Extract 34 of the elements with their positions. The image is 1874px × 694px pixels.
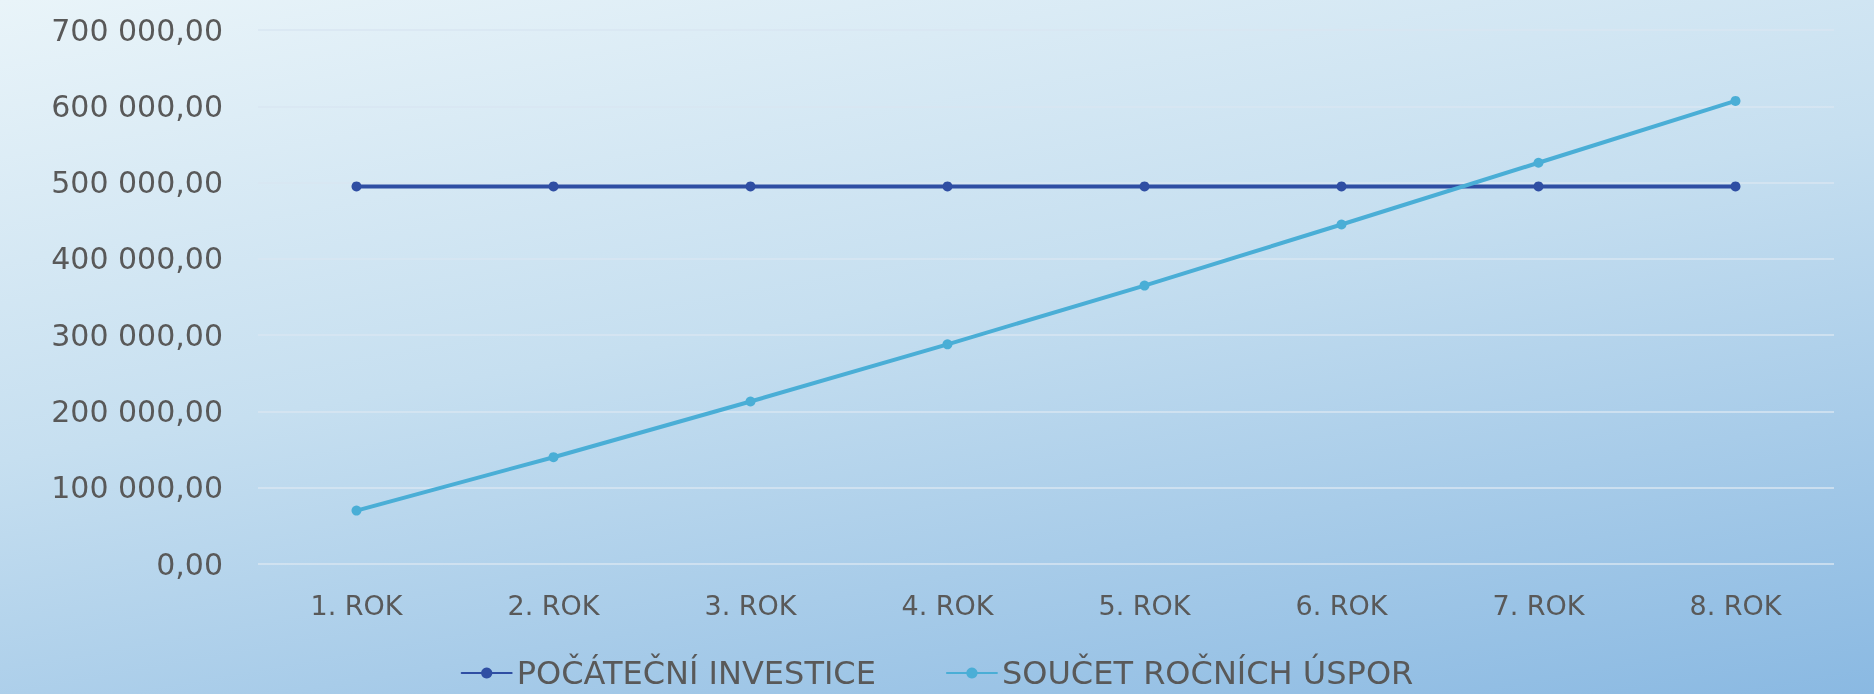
point: [942, 339, 953, 350]
x-tick-label: 5. ROK: [1098, 590, 1192, 621]
point: [548, 452, 559, 463]
y-tick-label: 300 000,00: [51, 317, 223, 353]
x-tick-label: 7. ROK: [1492, 590, 1586, 621]
point: [745, 396, 756, 407]
x-tick-label: 4. ROK: [901, 590, 995, 621]
y-tick-label: 400 000,00: [51, 241, 223, 277]
y-tick-label: 0,00: [156, 546, 223, 582]
point: [745, 181, 756, 192]
point: [1139, 280, 1150, 291]
point: [1336, 219, 1347, 230]
point: [1139, 181, 1150, 192]
point: [351, 505, 362, 516]
legend-label: POČÁTEČNÍ INVESTICE: [516, 653, 876, 692]
point: [548, 181, 559, 192]
x-tick-label: 8. ROK: [1689, 590, 1783, 621]
y-tick-label: 600 000,00: [51, 88, 223, 124]
y-tick-label: 200 000,00: [51, 393, 223, 429]
point: [1336, 181, 1347, 192]
point: [942, 181, 953, 192]
x-tick-label: 1. ROK: [310, 590, 404, 621]
y-tick-label: 700 000,00: [51, 12, 223, 48]
y-tick-label: 500 000,00: [51, 165, 223, 201]
point: [1533, 157, 1544, 168]
point: [1533, 181, 1544, 192]
point: [1730, 95, 1741, 106]
x-tick-label: 6. ROK: [1295, 590, 1389, 621]
legend-label: SOUČET ROČNÍCH ÚSPOR: [1001, 653, 1414, 692]
x-tick-label: 2. ROK: [507, 590, 601, 621]
point: [1730, 181, 1741, 192]
y-tick-label: 100 000,00: [51, 470, 223, 506]
x-tick-label: 3. ROK: [704, 590, 798, 621]
point: [351, 181, 362, 192]
